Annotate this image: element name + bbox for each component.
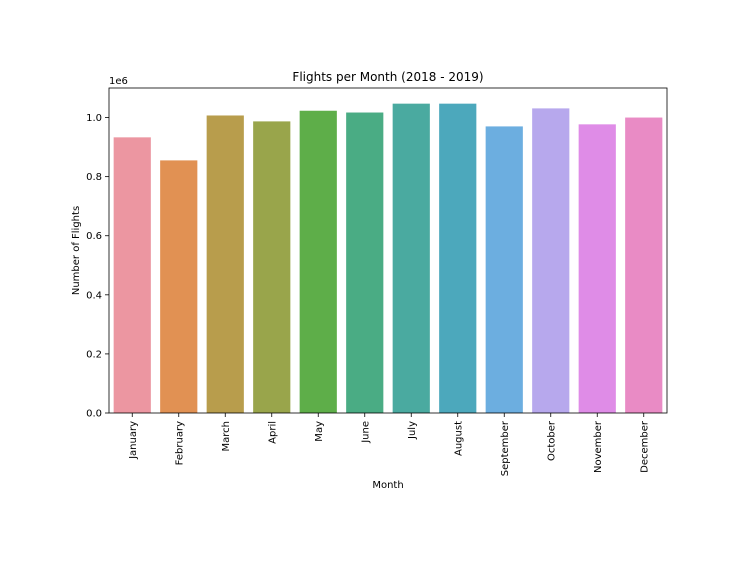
plot-frame	[108, 87, 668, 414]
bar-december	[625, 117, 663, 414]
bars-group	[113, 103, 663, 414]
x-tick-label: November	[593, 420, 604, 473]
bar-october	[532, 108, 570, 413]
x-tick-label: July	[407, 421, 418, 440]
bar-april	[253, 121, 291, 413]
y-tick-label: 0.4	[86, 290, 102, 301]
x-tick-label: December	[639, 420, 650, 473]
x-tick-label: February	[174, 421, 185, 465]
y-axis-title: Number of Flights	[71, 206, 82, 295]
y-axis-ticks: 0.0 0.2 0.4 0.6 0.8 1.0	[86, 113, 109, 420]
bar-february	[160, 160, 198, 413]
x-tick-label: June	[360, 421, 371, 444]
y-tick-label: 1.0	[86, 113, 102, 124]
bar-may	[299, 110, 337, 413]
chart-title: Flights per Month (2018 - 2019)	[292, 70, 483, 84]
bar-june	[346, 112, 384, 414]
bar-september	[485, 126, 523, 413]
x-tick-label: April	[267, 421, 278, 444]
x-tick-label: August	[453, 421, 464, 456]
x-axis-title: Month	[372, 480, 403, 491]
x-tick-label: September	[500, 420, 511, 476]
y-axis-multiplier: 1e6	[109, 76, 128, 87]
bar-july	[392, 103, 430, 413]
bar-november	[578, 124, 616, 413]
x-tick-label: January	[128, 421, 139, 460]
y-tick-label: 0.6	[86, 231, 102, 242]
x-tick-label: March	[221, 421, 232, 451]
bar-march	[206, 115, 244, 413]
bar-august	[439, 103, 477, 413]
x-axis-ticks: January February March April May June July Augu…	[128, 413, 650, 476]
x-tick-label: October	[546, 420, 557, 461]
bar-january	[113, 137, 151, 413]
y-tick-label: 0.0	[86, 409, 102, 420]
y-tick-label: 0.8	[86, 172, 102, 183]
x-tick-label: May	[314, 421, 325, 442]
y-tick-label: 0.2	[86, 349, 102, 360]
